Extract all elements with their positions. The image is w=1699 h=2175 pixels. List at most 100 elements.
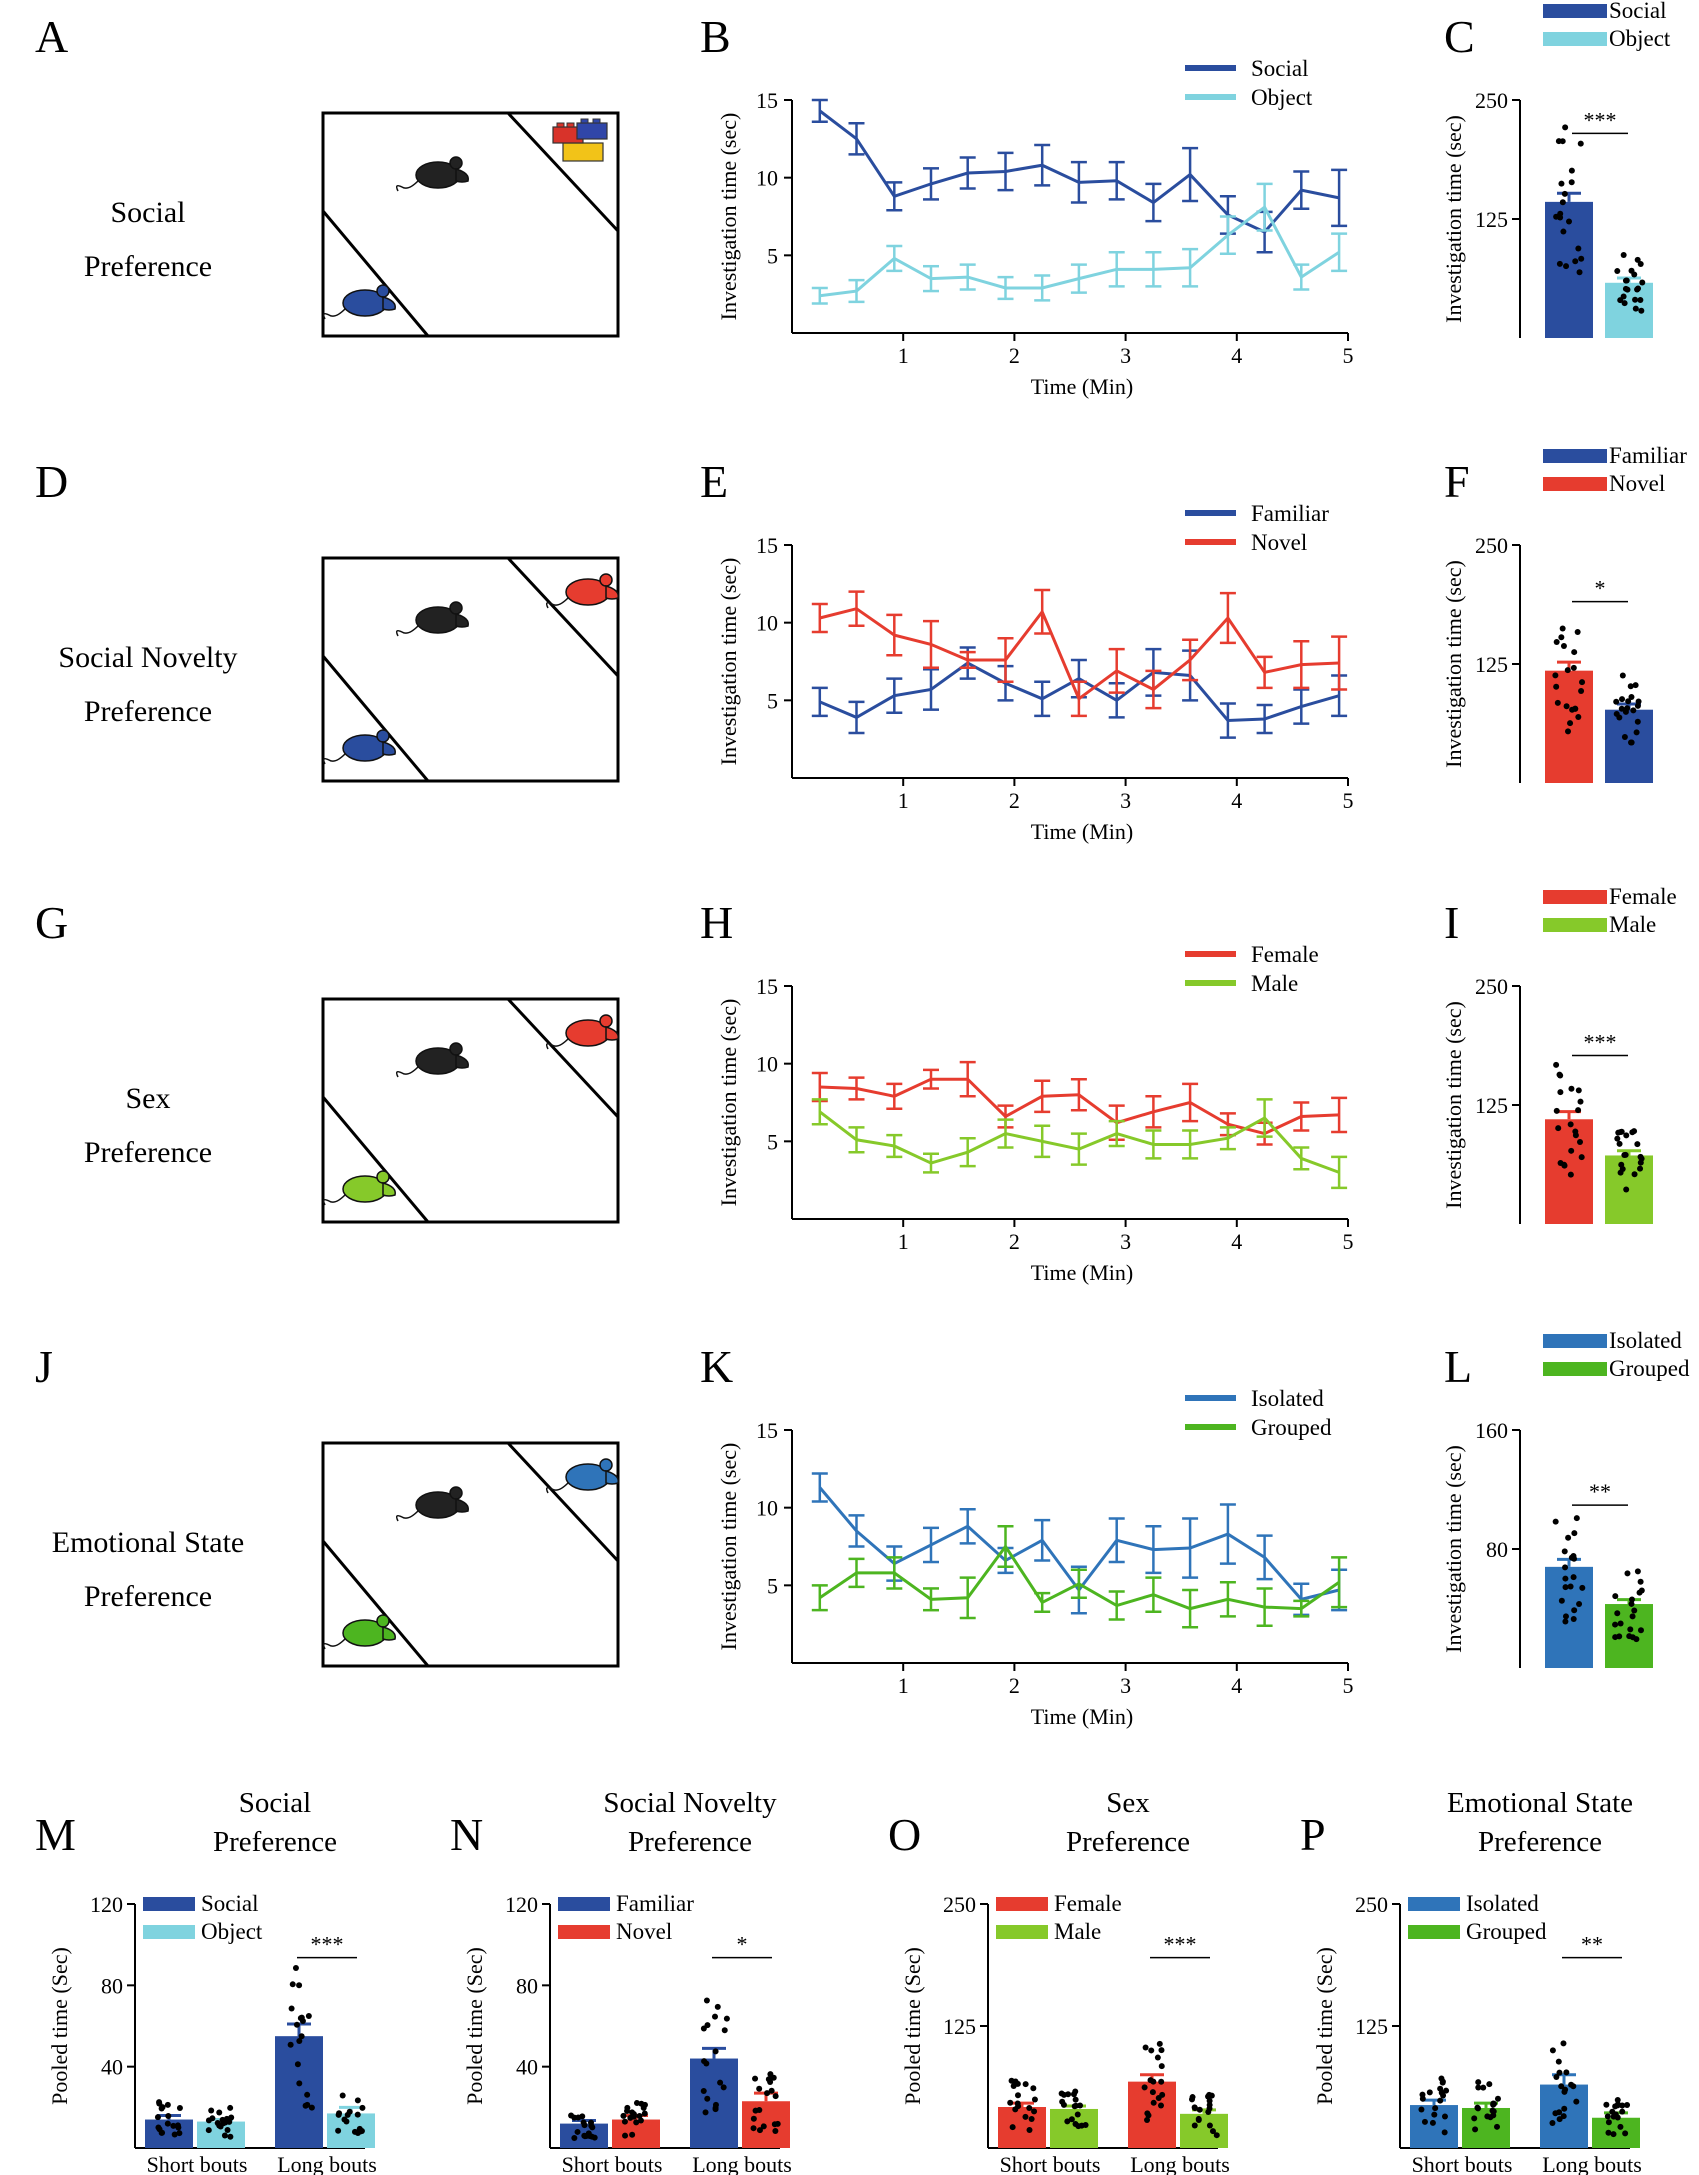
data-dot — [1440, 2092, 1447, 2099]
data-dot — [1058, 2090, 1065, 2097]
data-dot — [1568, 179, 1575, 186]
legend-label-grouped: Grouped — [1251, 1415, 1332, 1440]
data-dot — [1637, 1627, 1644, 1634]
series-familiar — [811, 646, 1348, 739]
data-dot — [1484, 2113, 1491, 2120]
mouse-ear — [376, 1170, 390, 1184]
y-tick-label: 120 — [90, 1892, 123, 1917]
legend-label-novel: Novel — [1609, 471, 1665, 496]
mouse-ear — [599, 1014, 613, 1028]
data-dot — [1205, 2093, 1212, 2100]
y-tick-label: 10 — [756, 166, 778, 191]
x-axis-label: Time (Min) — [1031, 1260, 1133, 1285]
error-bar — [1182, 1082, 1199, 1123]
data-dot — [1559, 199, 1566, 206]
bar-female — [1128, 2040, 1176, 2148]
error-bar — [886, 1082, 903, 1110]
data-dot — [586, 2133, 593, 2140]
data-dot — [1026, 2126, 1033, 2133]
data-dot — [1141, 2084, 1148, 2091]
panel-letter-E: E — [700, 456, 728, 507]
arena-divider-right — [506, 111, 620, 233]
series-novel — [811, 588, 1348, 718]
panel-letter-O: O — [888, 1809, 921, 1860]
schematic-title: Social — [111, 196, 186, 229]
data-dot — [224, 2126, 231, 2133]
y-tick-label: 160 — [1475, 1418, 1508, 1443]
error-bar — [959, 1507, 976, 1545]
data-dot — [1213, 2132, 1220, 2139]
data-dot — [287, 2041, 294, 2048]
data-dot — [704, 2095, 711, 2102]
data-dot — [1575, 713, 1582, 720]
error-bar — [1108, 1590, 1125, 1621]
data-dot — [621, 2118, 628, 2125]
data-dot — [1474, 2104, 1481, 2111]
y-tick-label: 80 — [1486, 1537, 1508, 1562]
data-dot — [1555, 1125, 1562, 1132]
error-bar — [1182, 1517, 1199, 1579]
data-dot — [571, 2114, 578, 2121]
data-dot — [1568, 1554, 1575, 1561]
error-bar — [1070, 160, 1087, 204]
data-dot — [1635, 285, 1642, 292]
data-dot — [1553, 683, 1560, 690]
error-bar — [1219, 702, 1236, 739]
bar-object — [197, 2104, 245, 2148]
data-dot — [304, 2091, 311, 2098]
x-tick-label: 5 — [1343, 1229, 1354, 1254]
bar-male — [1180, 2091, 1228, 2148]
data-dot — [1572, 705, 1579, 712]
x-tick-label: 1 — [898, 343, 909, 368]
error-bar — [1219, 1126, 1236, 1151]
data-dot — [1441, 2129, 1448, 2136]
data-dot — [571, 2134, 578, 2141]
data-dot — [1568, 2081, 1575, 2088]
data-dot — [1010, 2082, 1017, 2089]
data-dot — [752, 2075, 759, 2082]
error-bar — [811, 602, 828, 634]
y-axis-label: Investigation time (sec) — [716, 558, 741, 766]
bar-isolated — [1545, 1515, 1593, 1668]
y-tick-label: 125 — [943, 2014, 976, 2039]
mouse-ear — [449, 601, 463, 615]
error-bar — [811, 1584, 828, 1612]
mouse-ear — [376, 729, 390, 743]
error-bar — [886, 677, 903, 715]
error-bar — [1219, 215, 1236, 256]
significance-stars: * — [737, 1932, 748, 1957]
mouse-tail — [545, 1038, 569, 1050]
data-dot — [1612, 2103, 1619, 2110]
legend-label-social: Social — [1609, 0, 1667, 23]
data-dot — [1638, 1587, 1645, 1594]
x-tick-label: 4 — [1231, 343, 1242, 368]
error-bar — [848, 590, 865, 628]
panel-letter-F: F — [1444, 456, 1470, 507]
data-dot — [1554, 699, 1561, 706]
bar-male — [1605, 1128, 1653, 1224]
mouse-head — [455, 1054, 469, 1069]
data-dot — [1009, 2124, 1016, 2131]
legend-swatch — [1543, 449, 1607, 463]
data-dot — [1639, 279, 1646, 286]
mouse-head — [605, 1026, 619, 1041]
data-dot — [1145, 2112, 1152, 2119]
error-bar — [923, 1587, 939, 1612]
data-dot — [1604, 2113, 1611, 2120]
error-bar — [811, 686, 828, 718]
center-mouse-icon — [395, 1042, 469, 1078]
legend-swatch — [143, 1897, 195, 1911]
series-grouped — [811, 1525, 1348, 1629]
series-female — [811, 1060, 1348, 1146]
bar-social — [1545, 124, 1593, 338]
error-bar — [1256, 1534, 1273, 1581]
error-bar — [848, 1514, 865, 1548]
row-1: D Social Novelty Preference E 5 10 15 1 2 3 4 5 Time… — [35, 443, 1687, 844]
error-bar — [959, 650, 976, 669]
data-dot — [341, 2116, 348, 2123]
data-dot — [1627, 683, 1634, 690]
data-dot — [1426, 2089, 1433, 2096]
legend-label-female: Female — [1609, 884, 1677, 909]
legend-label-novel: Novel — [616, 1919, 672, 1944]
error-bar — [1108, 250, 1125, 288]
